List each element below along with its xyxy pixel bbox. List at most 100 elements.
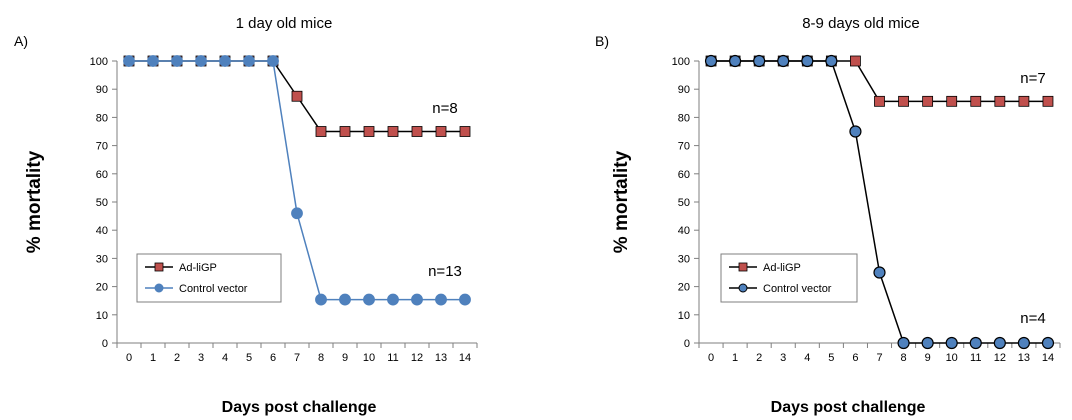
panel-a: 1 day old mice A) 0 10 20 30 40 50 60 70 80 90 100 0 1… [14,15,477,416]
data-point-control-vector [196,56,207,67]
sample-size-label: n=7 [1020,70,1045,87]
y-tick-label: 0 [102,338,108,350]
x-tick-label: 12 [411,352,423,364]
legend-marker-square [739,263,747,271]
x-tick-label: 11 [970,352,981,364]
y-tick-label: 60 [678,169,690,181]
data-point-control-vector [220,56,231,67]
y-tick-label: 10 [678,310,690,322]
y-tick-label: 40 [678,225,690,237]
data-point-ad-ligp [364,127,374,137]
x-tick-label: 14 [1042,352,1054,364]
y-tick-label: 50 [678,197,690,209]
data-point-ad-ligp [316,127,326,137]
legend-label: Control vector [763,283,832,295]
y-tick-label: 0 [684,338,690,350]
x-tick-label: 2 [174,352,180,364]
data-point-control-vector [364,294,375,305]
series-line-ad-ligp [711,61,1048,101]
x-tick-label: 1 [732,352,738,364]
legend: Ad-liGP Control vector [137,254,281,302]
x-tick-label: 3 [198,352,204,364]
data-point-control-vector [730,56,741,67]
x-tick-label: 2 [756,352,762,364]
panel-label: A) [14,33,28,49]
data-point-control-vector [436,294,447,305]
data-point-ad-ligp [875,96,885,106]
data-point-ad-ligp [460,127,470,137]
legend: Ad-liGP Control vector [721,254,857,302]
legend-marker-circle [739,284,747,292]
x-tick-label: 4 [804,352,810,364]
y-tick-label: 40 [96,225,108,237]
x-tick-label: 0 [708,352,714,364]
data-point-control-vector [898,338,909,349]
data-point-ad-ligp [995,96,1005,106]
chart-title: 1 day old mice [236,15,333,32]
data-point-ad-ligp [1019,96,1029,106]
x-tick-label: 0 [126,352,132,364]
y-tick-label: 80 [96,112,108,124]
y-tick-label: 100 [90,56,108,68]
panel-b: 8-9 days old miceB)010203040506070809010… [595,15,1060,416]
data-point-ad-ligp [436,127,446,137]
data-point-control-vector [292,208,303,219]
data-point-control-vector [244,56,255,67]
x-axis-label: Days post challenge [771,399,926,416]
data-point-ad-ligp [947,96,957,106]
data-point-control-vector [340,294,351,305]
y-tick-label: 30 [96,253,108,265]
data-point-ad-ligp [1043,96,1053,106]
x-tick-label: 10 [946,352,958,364]
sample-size-label: n=13 [428,263,462,280]
y-tick-label: 50 [96,197,108,209]
data-point-control-vector [412,294,423,305]
y-tick-label: 90 [678,84,690,96]
data-point-control-vector [1018,338,1029,349]
x-axis-label: Days post challenge [222,399,377,416]
y-tick-label: 70 [678,141,690,153]
x-tick-label: 4 [222,352,228,364]
sample-size-label: n=4 [1020,310,1045,327]
x-tick-label: 8 [318,352,324,364]
y-tick-label: 70 [96,141,108,153]
data-point-control-vector [922,338,933,349]
legend-marker-square [155,263,163,271]
x-tick-label: 12 [994,352,1006,364]
y-axis-label: % mortality [611,150,632,253]
data-point-ad-ligp [923,96,933,106]
legend-label: Control vector [179,283,248,295]
data-point-ad-ligp [899,96,909,106]
data-point-control-vector [148,56,159,67]
data-point-ad-ligp [850,56,860,66]
data-point-control-vector [754,56,765,67]
x-tick-label: 5 [246,352,252,364]
data-point-control-vector [802,56,813,67]
x-tick-label: 9 [925,352,931,364]
x-tick-label: 7 [876,352,882,364]
data-point-control-vector [706,56,717,67]
data-point-control-vector [172,56,183,67]
chart-title: 8-9 days old mice [802,15,920,32]
x-tick-label: 10 [363,352,375,364]
data-point-ad-ligp [971,96,981,106]
sample-size-label: n=8 [432,100,457,117]
data-point-control-vector [850,126,861,137]
data-point-control-vector [826,56,837,67]
data-point-control-vector [946,338,957,349]
data-point-ad-ligp [340,127,350,137]
x-tick-label: 6 [852,352,858,364]
x-tick-label: 5 [828,352,834,364]
data-point-control-vector [460,294,471,305]
data-point-control-vector [970,338,981,349]
x-tick-label: 14 [459,352,471,364]
y-tick-label: 90 [96,84,108,96]
x-tick-label: 9 [342,352,348,364]
data-point-control-vector [388,294,399,305]
y-tick-label: 60 [96,169,108,181]
data-point-control-vector [268,56,279,67]
legend-label: Ad-liGP [763,262,801,274]
legend-label: Ad-liGP [179,262,217,274]
data-point-control-vector [1042,338,1053,349]
